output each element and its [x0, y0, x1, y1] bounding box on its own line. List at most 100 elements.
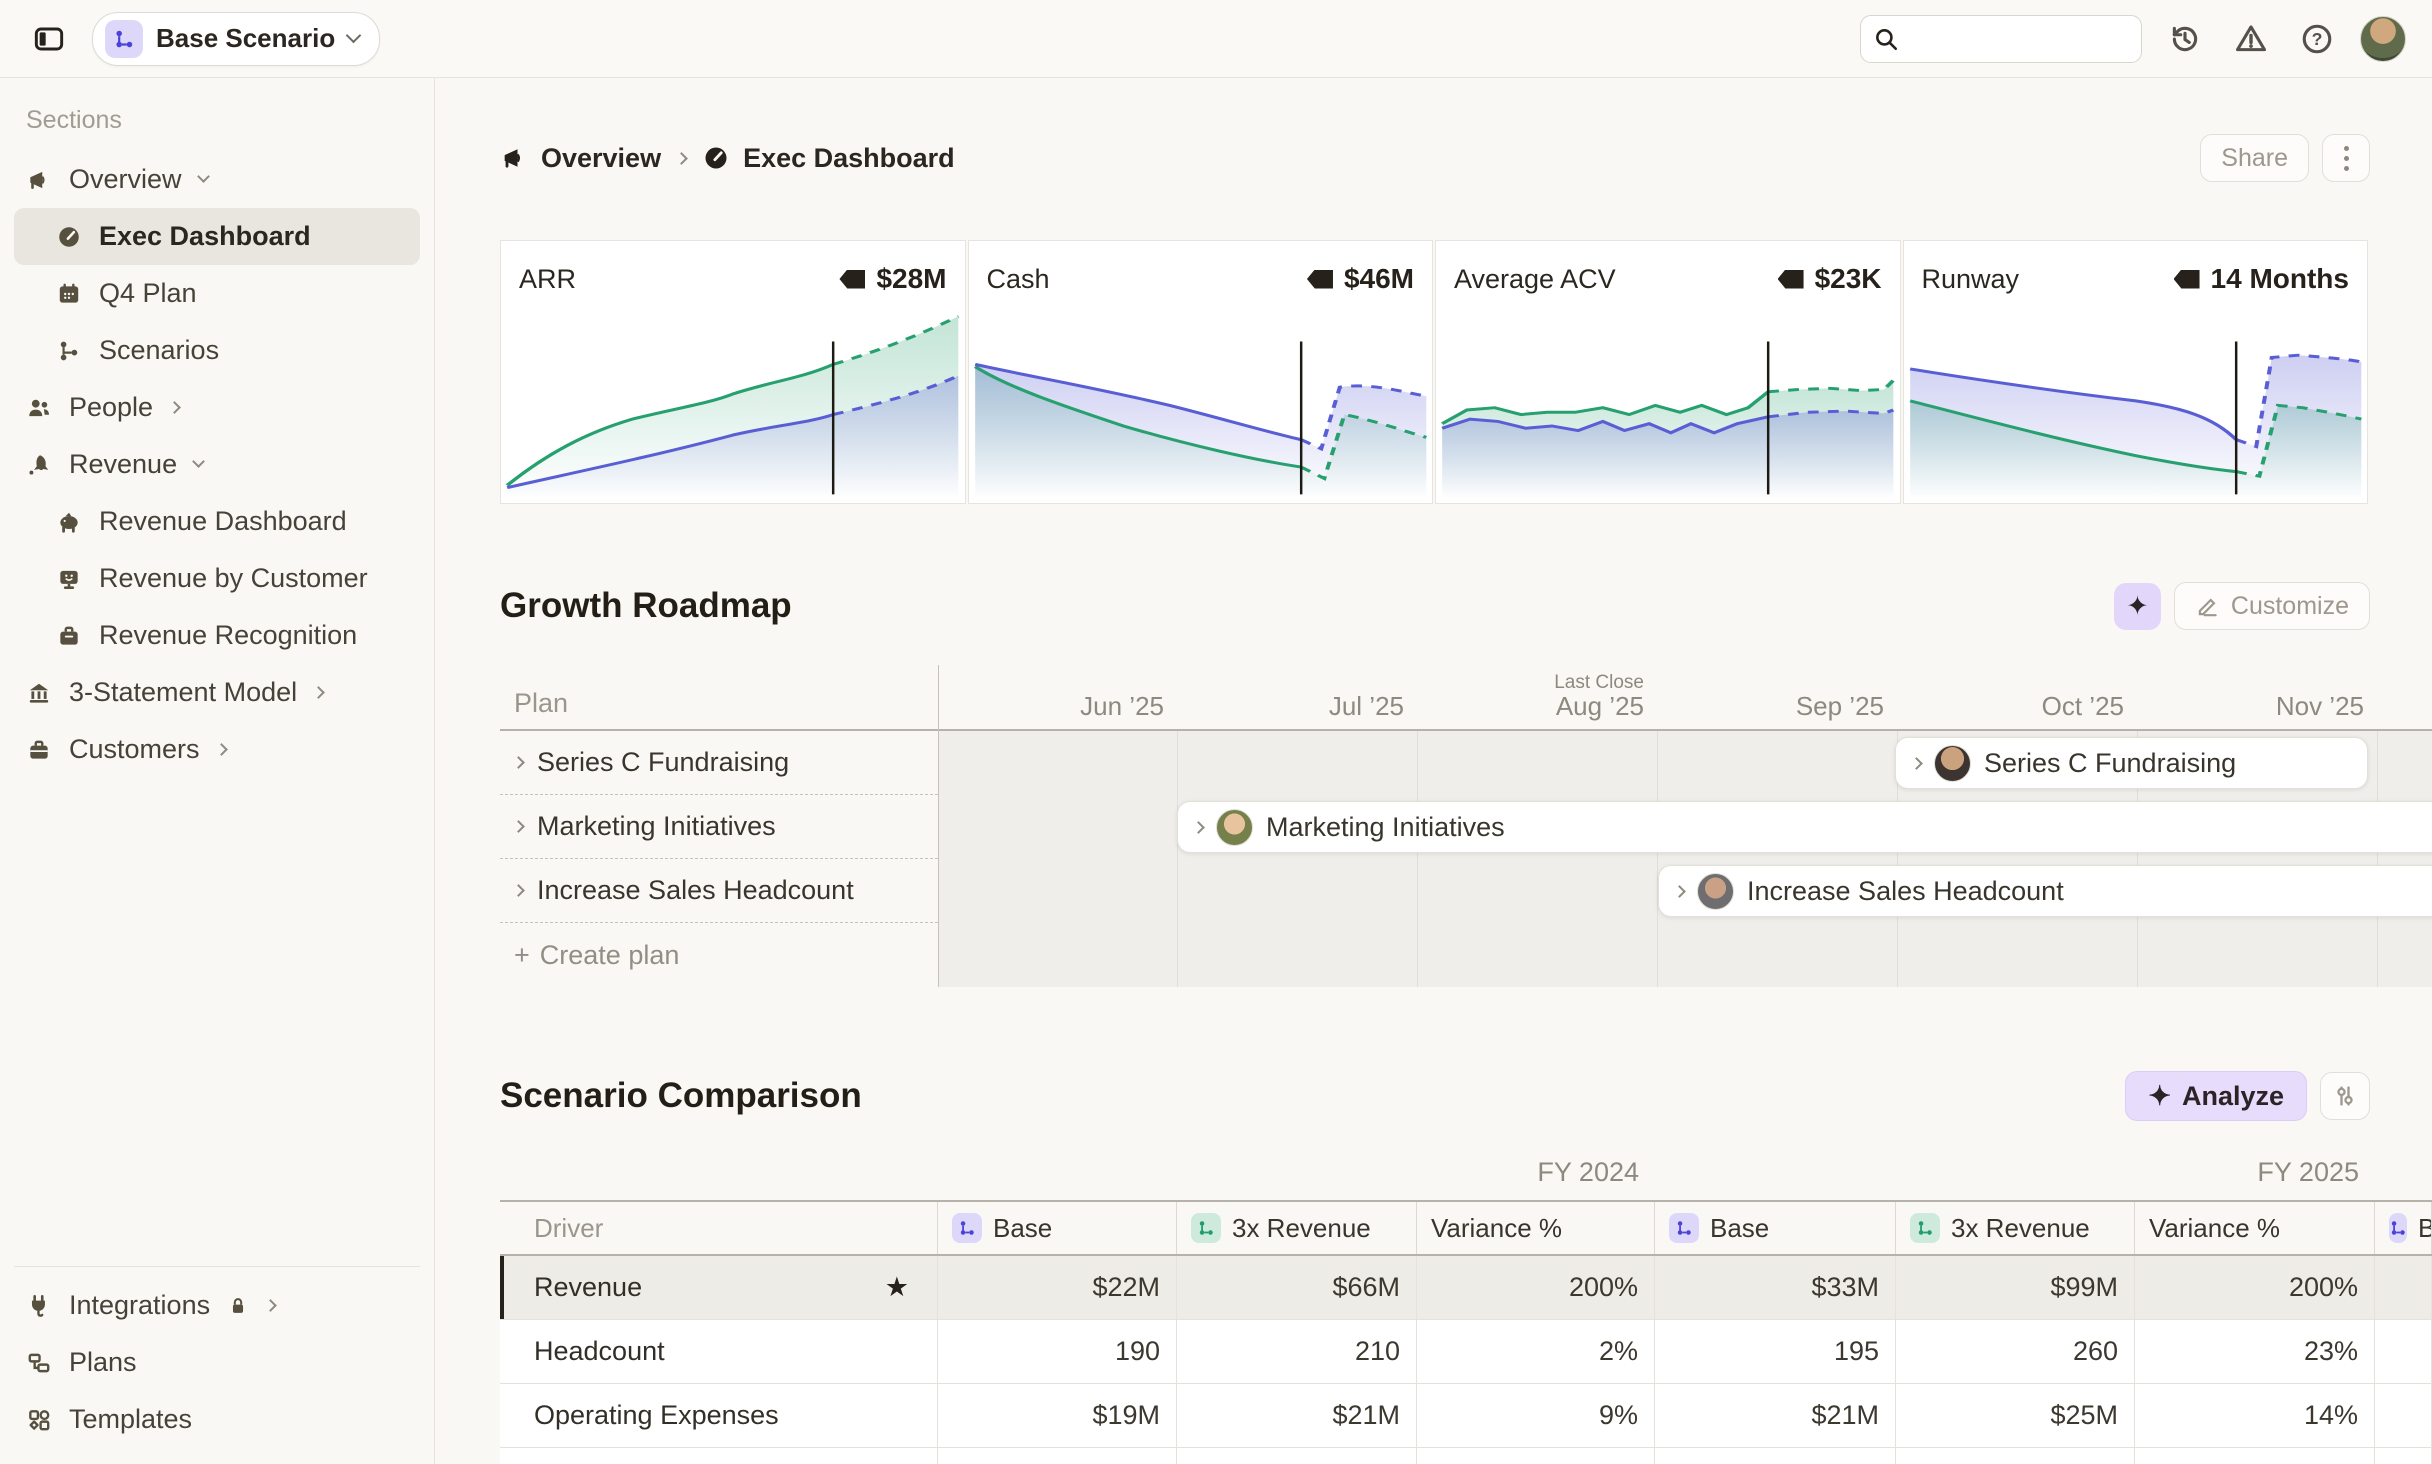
comparison-settings-button[interactable] [2320, 1072, 2370, 1120]
value-cell[interactable]: $33M [1655, 1256, 1896, 1319]
sidebar-item-people[interactable]: People [14, 379, 420, 436]
sidebar-item-3-statement-model[interactable]: 3-Statement Model [14, 664, 420, 721]
kpi-card-runway[interactable]: Runway 14 Months [1903, 240, 2369, 504]
table-row-clipped[interactable] [500, 1448, 2432, 1464]
value-cell[interactable]: 190 [938, 1320, 1177, 1383]
share-button[interactable]: Share [2200, 134, 2309, 182]
value-cell[interactable]: 2% [1417, 1320, 1655, 1383]
sidebar-item-customers[interactable]: Customers [14, 721, 420, 778]
help-button[interactable]: ? [2294, 16, 2340, 62]
help-icon: ? [2300, 22, 2334, 56]
breadcrumb-page[interactable]: Exec Dashboard [702, 143, 955, 174]
sliders-icon [2331, 1082, 2359, 1110]
value-cell[interactable]: $21M [1177, 1384, 1417, 1447]
kpi-card-arr[interactable]: ARR $28M [500, 240, 966, 504]
sidebar-item-integrations[interactable]: Integrations [14, 1277, 420, 1334]
value-cell[interactable]: 200% [2135, 1256, 2375, 1319]
sidebar-toggle-icon [33, 23, 65, 55]
star-icon[interactable]: ★ [885, 1272, 921, 1303]
more-options-button[interactable] [2322, 134, 2370, 182]
sidebar-item-overview[interactable]: Overview [14, 151, 420, 208]
group-header-fy2024: FY 2024 [938, 1157, 1655, 1200]
sparkle-icon: ✦ [2148, 1081, 2171, 1112]
value-cell[interactable]: 14% [2135, 1384, 2375, 1447]
sidebar-item-templates[interactable]: Templates [14, 1391, 420, 1448]
column-header-base[interactable]: Base [1655, 1202, 1896, 1254]
create-plan-button[interactable]: + Create plan [500, 923, 938, 987]
value-cell[interactable]: $22M [938, 1256, 1177, 1319]
table-row-headcount[interactable]: Headcount 190 210 2% 195 260 23% [500, 1320, 2432, 1384]
gantt-bar-marketing[interactable]: Marketing Initiatives [1177, 801, 2432, 853]
gantt-bar-sales-headcount[interactable]: Increase Sales Headcount [1658, 865, 2432, 917]
alerts-button[interactable] [2228, 16, 2274, 62]
sidebar-item-exec-dashboard[interactable]: Exec Dashboard [14, 208, 420, 265]
plus-icon: + [514, 940, 530, 971]
column-header-base[interactable]: Base [938, 1202, 1177, 1254]
sidebar-item-plans[interactable]: Plans [14, 1334, 420, 1391]
value-cell[interactable]: $25M [1896, 1384, 2135, 1447]
chevron-down-icon [346, 28, 362, 44]
history-button[interactable] [2162, 16, 2208, 62]
sidebar-item-revenue-recognition[interactable]: Revenue Recognition [14, 607, 420, 664]
sidebar-item-revenue[interactable]: Revenue [14, 436, 420, 493]
sidebar-item-label: Templates [69, 1404, 192, 1435]
value-cell[interactable]: $66M [1177, 1256, 1417, 1319]
value-cell-clipped[interactable] [2375, 1320, 2432, 1383]
value-cell[interactable]: $99M [1896, 1256, 2135, 1319]
ai-sparkle-button[interactable]: ✦ [2114, 583, 2161, 630]
gantt-bar-series-c[interactable]: Series C Fundraising [1895, 737, 2368, 789]
search-box[interactable] [1860, 15, 2142, 63]
sidebar-item-label: Customers [69, 734, 200, 765]
plan-row-sales-headcount[interactable]: Increase Sales Headcount [500, 859, 938, 923]
monitor-face-icon [56, 566, 82, 592]
scenario-label: Base Scenario [156, 23, 335, 54]
column-header-3x-revenue[interactable]: 3x Revenue [1896, 1202, 2135, 1254]
sidebar-toggle-button[interactable] [26, 16, 72, 62]
kpi-card-average-acv[interactable]: Average ACV $23K [1435, 240, 1901, 504]
kpi-value: 14 Months [2211, 263, 2349, 295]
scenario-icon [1910, 1213, 1940, 1243]
breadcrumb-section[interactable]: Overview [500, 143, 661, 174]
driver-cell[interactable]: Operating Expenses [500, 1384, 938, 1447]
warning-icon [2234, 22, 2268, 56]
column-header-base-clipped[interactable]: Base [2375, 1202, 2432, 1254]
chevron-right-icon [1910, 757, 1923, 770]
value-cell[interactable]: 260 [1896, 1320, 2135, 1383]
kpi-sparkline-cash [969, 305, 1433, 499]
driver-cell[interactable]: Revenue ★ [500, 1256, 938, 1319]
value-cell [2375, 1448, 2432, 1464]
value-cell[interactable]: 9% [1417, 1384, 1655, 1447]
value-cell[interactable]: 195 [1655, 1320, 1896, 1383]
column-header-variance[interactable]: Variance % [2135, 1202, 2375, 1254]
value-cell[interactable]: 210 [1177, 1320, 1417, 1383]
value-cell-clipped[interactable] [2375, 1384, 2432, 1447]
value-cell[interactable]: 200% [1417, 1256, 1655, 1319]
kpi-value: $23K [1815, 263, 1882, 295]
analyze-button[interactable]: ✦ Analyze [2125, 1071, 2307, 1121]
kpi-value: $28M [876, 263, 946, 295]
customize-button[interactable]: Customize [2174, 582, 2370, 630]
sidebar-item-scenarios[interactable]: Scenarios [14, 322, 420, 379]
chevron-down-icon [197, 170, 210, 183]
user-avatar[interactable] [2360, 16, 2406, 62]
kpi-card-cash[interactable]: Cash $46M [968, 240, 1434, 504]
sidebar-item-revenue-by-customer[interactable]: Revenue by Customer [14, 550, 420, 607]
table-row-operating-expenses[interactable]: Operating Expenses $19M $21M 9% $21M $25… [500, 1384, 2432, 1448]
roadmap-header: Growth Roadmap ✦ Customize [500, 578, 2370, 634]
value-cell[interactable]: $21M [1655, 1384, 1896, 1447]
value-cell[interactable]: 23% [2135, 1320, 2375, 1383]
table-row-revenue[interactable]: Revenue ★ $22M $66M 200% $33M $99M 200% [500, 1256, 2432, 1320]
driver-cell[interactable]: Headcount [500, 1320, 938, 1383]
plan-row-series-c[interactable]: Series C Fundraising [500, 731, 938, 795]
column-header-3x-revenue[interactable]: 3x Revenue [1177, 1202, 1417, 1254]
flag-icon [2174, 270, 2200, 289]
column-header-variance[interactable]: Variance % [1417, 1202, 1655, 1254]
value-cell[interactable]: $19M [938, 1384, 1177, 1447]
sidebar-item-q4-plan[interactable]: Q4 Plan [14, 265, 420, 322]
scenario-switcher[interactable]: Base Scenario [92, 12, 380, 66]
month-header: Nov ’25 [2138, 665, 2378, 729]
value-cell-clipped[interactable] [2375, 1256, 2432, 1319]
sidebar-item-revenue-dashboard[interactable]: Revenue Dashboard [14, 493, 420, 550]
plan-row-marketing[interactable]: Marketing Initiatives [500, 795, 938, 859]
create-plan-label: Create plan [540, 940, 680, 971]
